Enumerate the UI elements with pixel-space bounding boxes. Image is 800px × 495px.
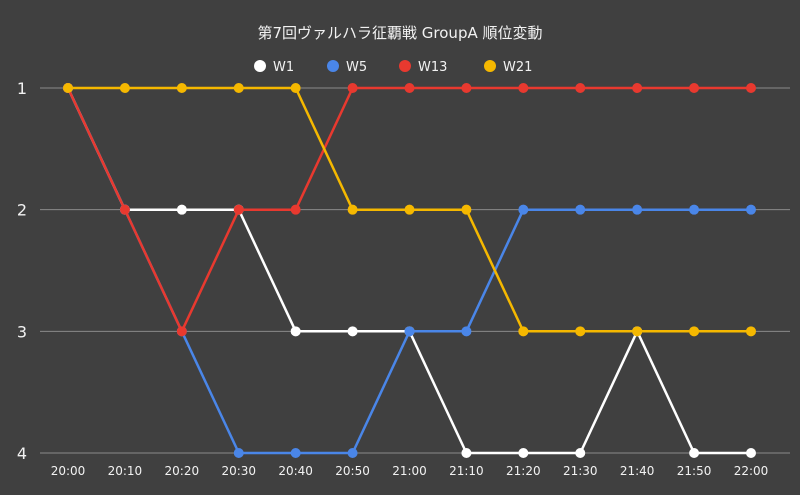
data-point: [233, 204, 244, 215]
chart-title: 第7回ヴァルハラ征覇戦 GroupA 順位変動: [257, 24, 542, 42]
data-point: [347, 83, 358, 93]
legend-marker: [484, 60, 496, 72]
data-point: [632, 204, 643, 215]
data-point: [632, 326, 643, 337]
data-point: [518, 83, 529, 93]
legend: W1 W5 W13 W21: [254, 60, 532, 75]
data-point: [347, 448, 358, 458]
x-tick-label: 21:30: [563, 464, 598, 478]
x-tick-label: 20:30: [221, 464, 256, 478]
data-point: [746, 204, 756, 215]
legend-label: W1: [273, 60, 294, 75]
legend-label: W13: [418, 60, 447, 75]
data-point: [404, 326, 415, 337]
series-w1: [63, 83, 756, 458]
legend-item-w5: W5: [327, 60, 367, 75]
legend-item-w13: W13: [399, 60, 447, 75]
x-tick-label: 20:20: [165, 464, 200, 478]
series-line-w1: [66, 87, 751, 455]
legend-item-w21: W21: [484, 60, 532, 75]
series-w5: [63, 83, 756, 458]
y-tick-label: 2: [17, 201, 27, 220]
x-tick-label: 21:50: [677, 464, 712, 478]
y-axis-ticks: 1 2 3 4: [17, 79, 27, 463]
y-tick-label: 3: [17, 322, 27, 341]
legend-marker: [399, 60, 411, 72]
legend-marker: [327, 60, 339, 72]
data-point: [176, 326, 187, 337]
y-tick-label: 1: [17, 79, 27, 98]
data-point: [233, 448, 244, 458]
x-tick-label: 21:00: [392, 464, 427, 478]
data-point: [176, 83, 187, 93]
data-point: [746, 448, 756, 458]
x-tick-label: 20:10: [108, 464, 143, 478]
data-point: [404, 204, 415, 215]
data-point: [290, 326, 301, 337]
x-tick-label: 20:40: [278, 464, 313, 478]
data-point: [233, 83, 244, 93]
data-point: [575, 448, 586, 458]
x-tick-label: 22:00: [734, 464, 769, 478]
series-w13: [63, 83, 756, 337]
series-layer: [63, 83, 756, 458]
x-tick-label: 20:50: [335, 464, 370, 478]
legend-label: W21: [503, 60, 532, 75]
data-point: [632, 83, 643, 93]
y-tick-label: 4: [17, 444, 27, 463]
legend-item-w1: W1: [254, 60, 294, 75]
data-point: [461, 204, 472, 215]
data-point: [290, 83, 301, 93]
data-point: [290, 448, 301, 458]
legend-marker: [254, 60, 266, 72]
data-point: [575, 204, 586, 215]
data-point: [518, 326, 529, 337]
x-tick-label: 21:20: [506, 464, 541, 478]
data-point: [119, 204, 130, 215]
data-point: [575, 326, 586, 337]
data-point: [347, 326, 358, 337]
data-point: [176, 204, 187, 215]
x-tick-label: 21:10: [449, 464, 484, 478]
x-axis-ticks: 20:00 20:10 20:20 20:30 20:40 20:50 21:00 21:10…: [51, 464, 769, 478]
data-point: [689, 326, 700, 337]
data-point: [63, 83, 73, 93]
data-point: [461, 448, 472, 458]
data-point: [347, 204, 358, 215]
legend-label: W5: [346, 60, 367, 75]
data-point: [119, 83, 130, 93]
data-point: [689, 448, 700, 458]
data-point: [461, 326, 472, 337]
data-point: [404, 83, 415, 93]
series-w21: [63, 83, 756, 337]
x-tick-label: 21:40: [620, 464, 655, 478]
data-point: [746, 326, 756, 337]
data-point: [518, 204, 529, 215]
data-point: [746, 83, 756, 93]
x-tick-label: 20:00: [51, 464, 86, 478]
data-point: [461, 83, 472, 93]
data-point: [689, 83, 700, 93]
series-line-w5: [66, 87, 751, 455]
data-point: [689, 204, 700, 215]
data-point: [575, 83, 586, 93]
data-point: [518, 448, 529, 458]
data-point: [290, 204, 301, 215]
